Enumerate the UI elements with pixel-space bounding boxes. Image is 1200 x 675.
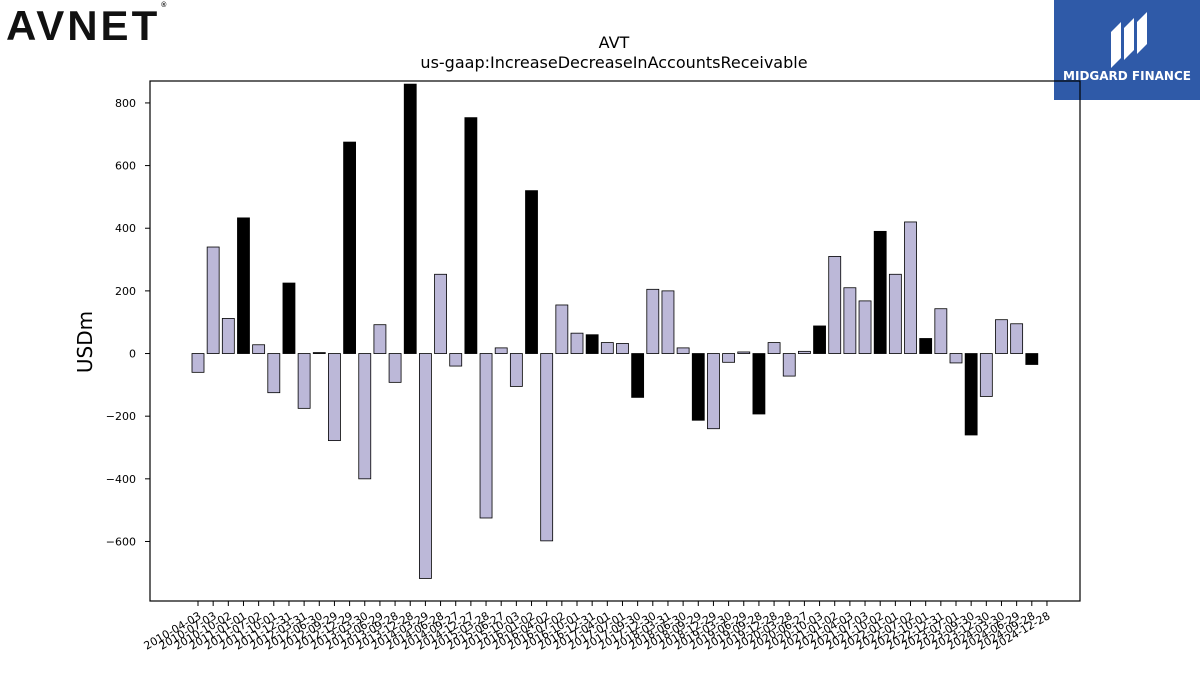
bar-2012-12-29 — [343, 141, 357, 354]
bar-2015-10-03 — [509, 353, 523, 387]
plot-axes — [149, 80, 1081, 602]
bar-2018-03-31 — [661, 290, 675, 354]
bar-2014-09-27 — [449, 353, 463, 367]
y-tick-label: 400 — [115, 222, 136, 235]
chart-subtitle: us-gaap:IncreaseDecreaseInAccountsReceiv… — [420, 53, 807, 72]
bar-2020-10-03 — [813, 325, 826, 354]
bar-2020-03-28 — [782, 353, 796, 377]
bar-2023-07-01 — [949, 353, 963, 364]
bar-2017-09-30 — [631, 353, 645, 398]
bar-2011-10-01 — [267, 353, 281, 394]
bar-2021-10-02 — [873, 230, 887, 354]
trademark-mark: ® — [161, 2, 167, 9]
bar-2012-03-31 — [297, 353, 311, 409]
bar-2016-10-01 — [570, 332, 584, 354]
chart-title: AVT — [599, 33, 630, 52]
bar-2013-12-28 — [403, 83, 417, 354]
bar-2024-03-30 — [995, 319, 1008, 354]
bar-2017-07-01 — [616, 343, 629, 354]
y-tick-label: 0 — [129, 348, 136, 361]
y-tick-label: 200 — [115, 285, 136, 298]
bar-2023-12-30 — [979, 353, 993, 397]
bar-2011-12-31 — [282, 282, 296, 354]
bar-2015-06-27 — [494, 347, 508, 354]
bar-2013-09-28 — [388, 353, 402, 383]
y-tick-label: 800 — [115, 97, 136, 110]
bar-2022-10-01 — [919, 338, 933, 354]
bars — [191, 83, 1039, 579]
bar-2023-09-30 — [964, 353, 978, 436]
bar-2010-04-03 — [191, 353, 205, 373]
y-tick-label: −600 — [106, 535, 136, 548]
bar-2018-12-29 — [707, 353, 720, 430]
midgard-logo: MIDGARD FINANCE — [1054, 0, 1200, 100]
bar-2016-04-02 — [540, 353, 554, 542]
bar-2014-03-29 — [418, 353, 432, 579]
y-tick-label: −400 — [106, 473, 136, 486]
y-tick-label: −200 — [106, 410, 136, 423]
bar-2019-09-28 — [752, 353, 766, 415]
bar-2021-01-02 — [828, 256, 842, 354]
bar-2010-10-02 — [221, 318, 235, 354]
x-ticks: 2010-04-032010-07-032010-10-022011-01-01… — [142, 601, 1052, 653]
bar-2018-09-29 — [691, 353, 705, 421]
bar-2021-07-03 — [858, 300, 872, 354]
bar-2020-06-27 — [798, 350, 811, 354]
bar-2022-01-01 — [888, 273, 902, 354]
bar-2017-04-01 — [600, 342, 614, 354]
y-ticks: −600 −400 −200 0 200 400 600 800 — [106, 97, 150, 548]
plot-frame — [149, 80, 1081, 602]
bar-2019-06-29 — [737, 351, 751, 354]
bar-2013-06-29 — [373, 324, 387, 354]
bar-2021-04-03 — [843, 287, 857, 354]
bar-2015-03-28 — [479, 353, 493, 519]
y-tick-label: 600 — [115, 160, 136, 173]
bar-2019-12-28 — [767, 342, 781, 354]
bar-2024-06-29 — [1010, 323, 1024, 354]
bar-2014-12-27 — [464, 117, 478, 354]
midgard-logo-text: MIDGARD FINANCE — [1063, 69, 1191, 83]
bar-2016-12-31 — [585, 334, 599, 354]
bar-2018-06-30 — [676, 347, 690, 354]
y-axis-label: USDm — [73, 311, 97, 373]
bar-2013-03-30 — [358, 353, 372, 480]
bar-2012-06-30 — [312, 352, 326, 354]
midgard-mark-icon — [1111, 12, 1147, 68]
bar-2011-07-02 — [252, 344, 266, 354]
bar-2022-12-31 — [934, 308, 948, 354]
avnet-logo: AVNET® — [6, 2, 166, 50]
bar-2017-12-30 — [646, 288, 660, 354]
bar-2016-07-02 — [555, 304, 569, 354]
bar-2012-09-29 — [328, 353, 341, 442]
bar-2019-03-30 — [722, 353, 735, 363]
bar-2016-01-02 — [525, 190, 538, 354]
bar-2024-09-28 — [1025, 353, 1039, 365]
bar-2014-06-28 — [434, 273, 447, 354]
bar-2022-07-02 — [904, 221, 917, 354]
avnet-logo-text: AVNET — [6, 2, 161, 49]
bar-2010-07-03 — [206, 246, 220, 354]
bar-2011-01-01 — [237, 217, 250, 354]
